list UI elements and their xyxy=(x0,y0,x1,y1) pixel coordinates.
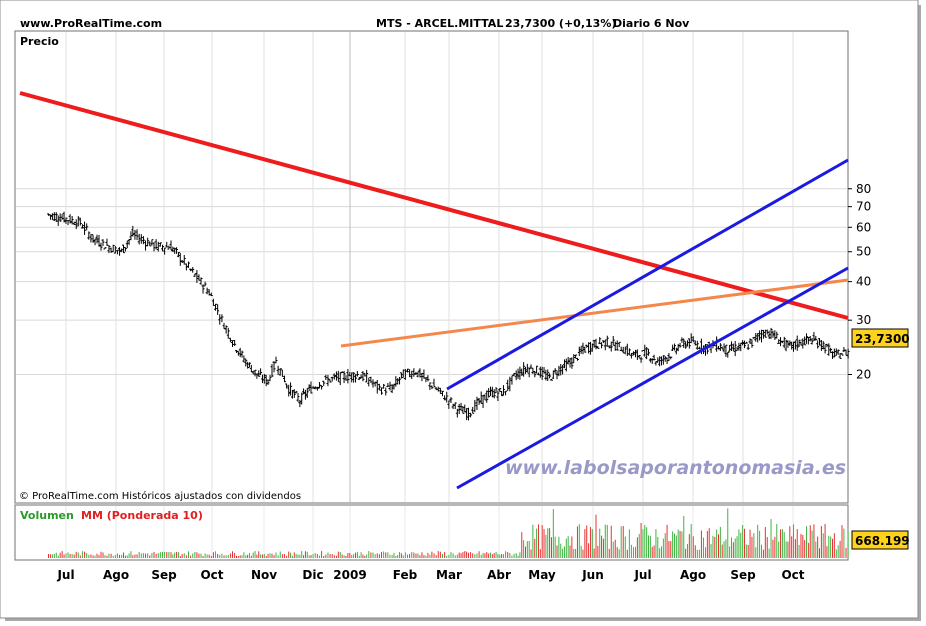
x-tick-label: May xyxy=(528,568,556,582)
channel-upper xyxy=(446,158,849,391)
y-tick-label: 50 xyxy=(856,245,871,259)
x-tick-label: Jul xyxy=(633,568,651,582)
y-tick-label: 40 xyxy=(856,275,871,289)
volume-label: Volumen xyxy=(20,509,74,522)
x-tick-label: Sep xyxy=(730,568,756,582)
time-axis: Jul Ago Sep Oct Nov Dic 2009 Feb Mar Abr May Jun Jul… xyxy=(56,568,804,582)
period-label: Diario 6 Nov xyxy=(613,17,690,30)
x-tick-label: Oct xyxy=(781,568,804,582)
neckline xyxy=(340,278,849,348)
x-tick-label: Mar xyxy=(436,568,462,582)
price-badge-text: 23,7300 xyxy=(855,332,910,346)
resistance-line xyxy=(19,91,849,320)
watermark: www.labolsaporantonomasia.es xyxy=(505,457,846,479)
volume-badge-text: 668.199 xyxy=(855,534,910,548)
y-tick-label: 70 xyxy=(856,200,871,214)
instrument-label: MTS - ARCEL.MITTAL xyxy=(376,17,503,30)
y-tick-label: 20 xyxy=(856,368,871,382)
site-label: www.ProRealTime.com xyxy=(20,17,162,30)
x-tick-label: Abr xyxy=(487,568,511,582)
volume-bars xyxy=(48,508,849,558)
y-tick-label: 80 xyxy=(856,182,871,196)
x-tick-label: Oct xyxy=(200,568,223,582)
x-tick-label: Dic xyxy=(302,568,323,582)
price-bars xyxy=(47,211,850,421)
volume-ma-label: MM (Ponderada 10) xyxy=(81,509,203,522)
x-tick-label: Nov xyxy=(251,568,277,582)
copyright-label: © ProRealTime.com Históricos ajustados c… xyxy=(19,490,301,502)
price-panel xyxy=(14,30,849,504)
x-tick-label: Sep xyxy=(151,568,177,582)
x-tick-label: Jul xyxy=(56,568,74,582)
trendlines xyxy=(19,91,849,490)
x-tick-label: Ago xyxy=(103,568,129,582)
x-tick-label: Feb xyxy=(393,568,418,582)
x-tick-label: 2009 xyxy=(333,568,366,582)
x-tick-label: Ago xyxy=(680,568,706,582)
last-price-label: 23,7300 (+0,13%) xyxy=(505,17,616,30)
y-tick-label: 30 xyxy=(856,313,871,327)
panel-label: Precio xyxy=(20,35,59,48)
price-axis: 20 30 40 50 60 70 80 xyxy=(848,182,871,382)
x-tick-label: Jun xyxy=(581,568,604,582)
channel-lower xyxy=(456,266,849,490)
price-badge xyxy=(851,328,909,348)
volume-badge xyxy=(851,530,909,550)
y-tick-label: 60 xyxy=(856,220,871,234)
